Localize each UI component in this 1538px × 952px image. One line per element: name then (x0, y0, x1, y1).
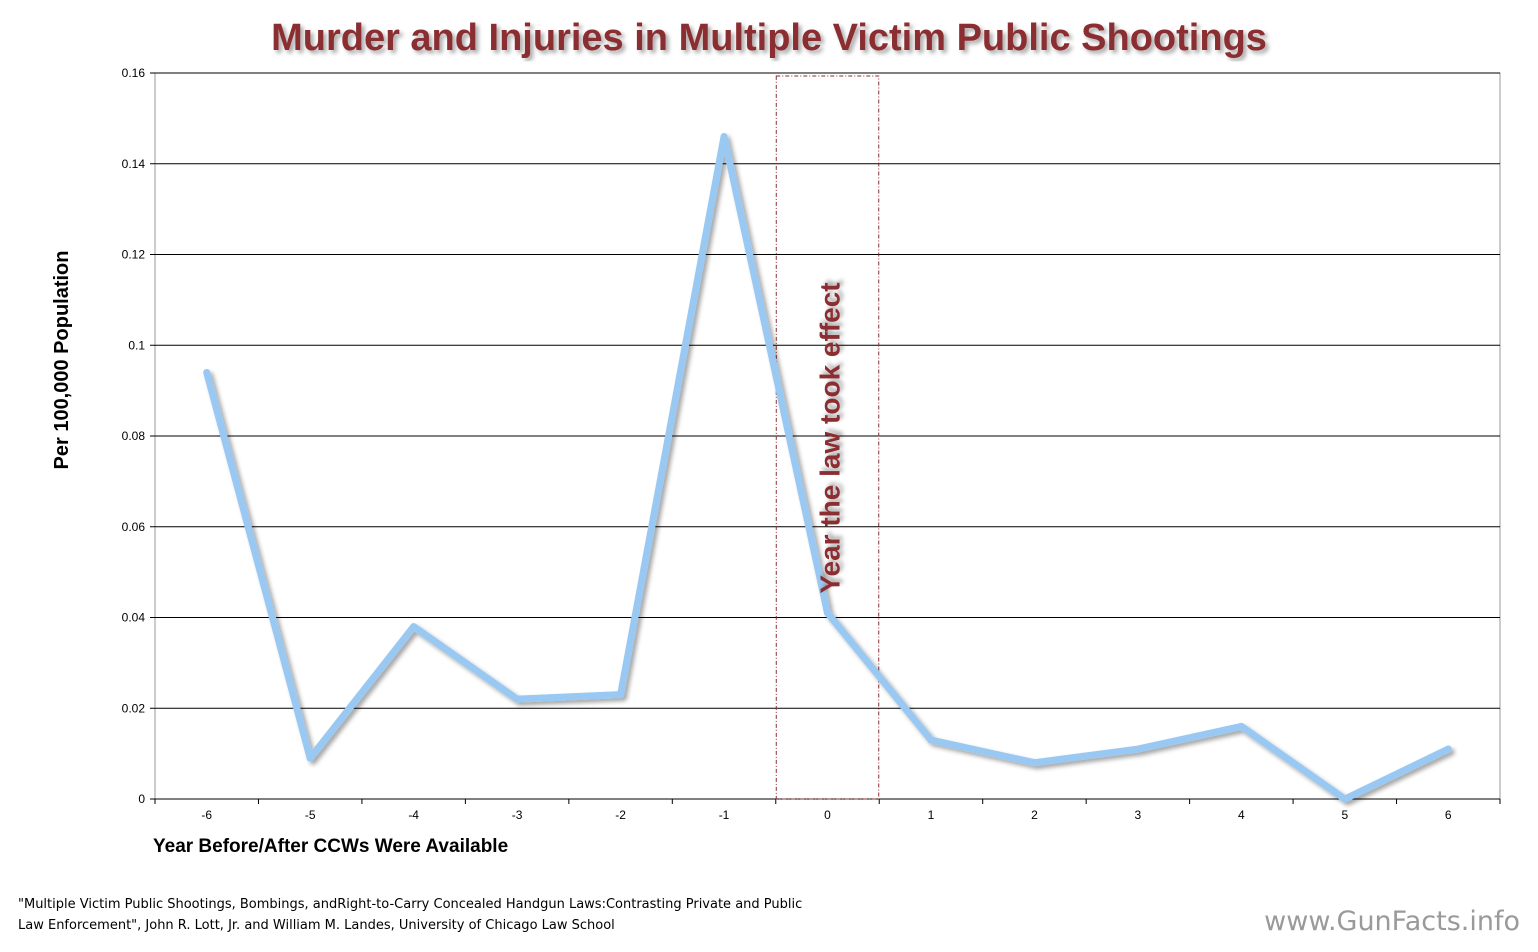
x-tick-label: 6 (1445, 808, 1452, 822)
data-point (203, 369, 210, 376)
x-tick-label: -1 (719, 808, 730, 822)
data-point (721, 133, 728, 140)
y-tick-label: 0.12 (122, 248, 146, 262)
data-point (1341, 796, 1348, 803)
y-tick-label: 0.16 (122, 66, 146, 80)
y-tick-label: 0.06 (122, 520, 146, 534)
y-tick-label: 0.14 (122, 157, 146, 171)
x-tick-label: -6 (201, 808, 212, 822)
x-tick-label: 4 (1238, 808, 1245, 822)
data-point (617, 691, 624, 698)
plot-area: 0 0.02 0.04 0.06 0.08 0.1 0.12 0.14 0.16 -6 -5 -4 -3… (122, 66, 1500, 822)
data-point (1238, 723, 1245, 730)
x-tick-label: -5 (305, 808, 316, 822)
data-point (824, 609, 831, 616)
data-point (1445, 746, 1452, 753)
y-tick-label: 0 (138, 792, 145, 806)
data-point (307, 755, 314, 762)
x-tick-label: 3 (1135, 808, 1142, 822)
y-tick-label: 0.02 (122, 701, 146, 715)
watermark: www.GunFacts.info (1264, 906, 1520, 937)
x-tick-label: 5 (1341, 808, 1348, 822)
y-tick-label: 0.04 (122, 611, 146, 625)
x-tick-label: -3 (512, 808, 523, 822)
x-tick-label: -4 (408, 808, 419, 822)
x-tick-label: 2 (1031, 808, 1038, 822)
chart-title: Murder and Injuries in Multiple Victim P… (271, 17, 1267, 59)
source-caption-line-1: "Multiple Victim Public Shootings, Bombi… (18, 894, 818, 915)
x-tick-label: -2 (615, 808, 626, 822)
highlight-annotation: Year the law took effect (815, 282, 846, 593)
x-tick-label: 1 (928, 808, 935, 822)
source-caption-line-2: Law Enforcement", John R. Lott, Jr. and … (18, 915, 818, 936)
data-point (1134, 746, 1141, 753)
data-point (514, 696, 521, 703)
data-point (1031, 759, 1038, 766)
y-tick-label: 0.1 (128, 338, 145, 352)
source-caption: "Multiple Victim Public Shootings, Bombi… (18, 894, 818, 936)
x-axis-label: Year Before/After CCWs Were Available (153, 836, 508, 857)
y-tick-label: 0.08 (122, 429, 146, 443)
data-point (927, 737, 934, 744)
x-tick-label: 0 (824, 808, 831, 822)
y-axis-label: Per 100,000 Population (51, 251, 73, 470)
data-point (410, 623, 417, 630)
